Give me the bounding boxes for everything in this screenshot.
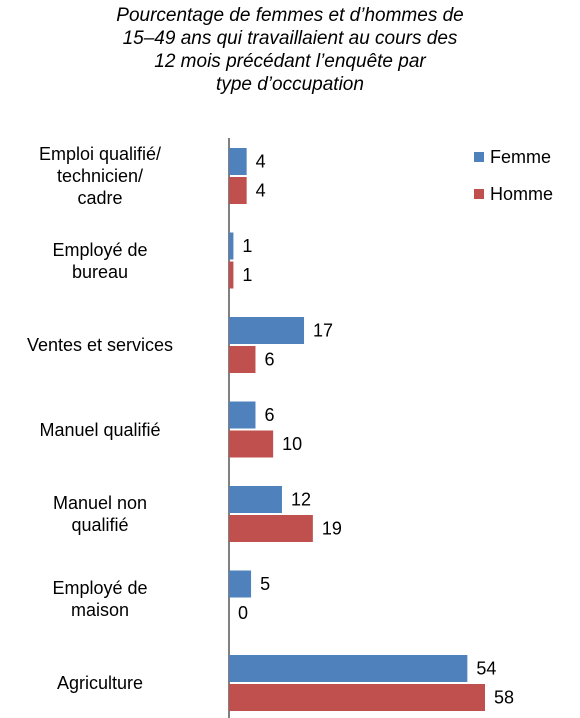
legend-label: Femme (490, 147, 551, 167)
legend-swatch (474, 152, 484, 162)
value-label: 4 (256, 180, 266, 200)
value-label: 12 (291, 489, 311, 509)
chart-title: Pourcentage de femmes et d’hommes de 15–… (116, 5, 464, 95)
bar (229, 570, 252, 598)
bar (229, 232, 234, 260)
bar (229, 177, 247, 204)
value-label: 19 (322, 518, 342, 538)
category-label: Manuel non qualifié (52, 493, 148, 535)
value-label: 4 (256, 151, 266, 171)
category-label: Emploi qualifié/ technicien/ cadre (38, 144, 162, 208)
bar (229, 655, 468, 682)
bar (229, 148, 247, 175)
value-label: 17 (313, 320, 333, 340)
bar (229, 684, 485, 711)
value-label: 10 (282, 434, 302, 454)
bar (229, 515, 313, 542)
bar (229, 346, 256, 373)
value-label: 1 (242, 265, 252, 285)
bar (229, 486, 282, 513)
category-label: Employé de bureau (52, 239, 148, 282)
category-label: Employé de maison (52, 577, 148, 620)
value-label: 6 (264, 349, 274, 369)
value-label: 6 (264, 405, 274, 425)
legend-label: Homme (490, 184, 553, 204)
bar (229, 317, 305, 344)
value-label: 0 (238, 603, 248, 623)
value-label: 1 (242, 236, 252, 256)
legend-swatch (474, 189, 484, 199)
value-label: 58 (494, 687, 514, 707)
category-label: Agriculture (56, 673, 144, 693)
bar (229, 401, 256, 429)
category-label: Manuel qualifié (39, 419, 161, 440)
value-label: 54 (476, 658, 496, 678)
bar (229, 430, 274, 458)
value-label: 5 (260, 574, 270, 594)
category-label: Ventes et services (26, 335, 174, 355)
bar (229, 261, 234, 289)
